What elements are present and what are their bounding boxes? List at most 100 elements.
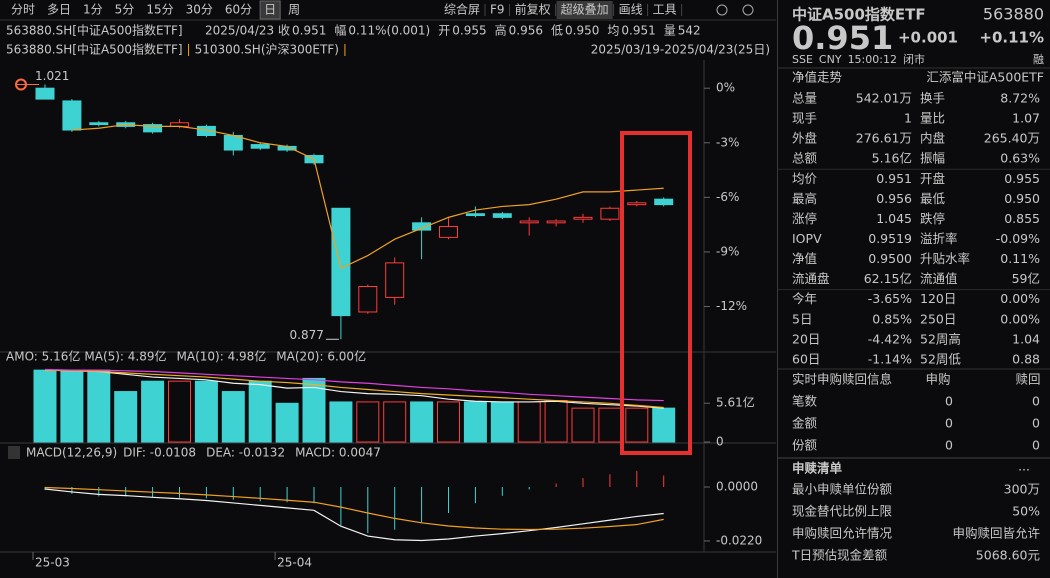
info-value: 0.950	[565, 24, 599, 38]
list-more[interactable]: ...	[1018, 459, 1030, 474]
y-tick-label: -9%	[716, 244, 739, 258]
stat-label: 最低	[920, 191, 946, 206]
tab[interactable]: 30分	[186, 3, 213, 17]
sub-label: 金额	[792, 416, 818, 431]
tab[interactable]: 1分	[83, 3, 103, 17]
volume-bar	[168, 380, 191, 443]
y-tick-label: -3%	[716, 135, 739, 149]
tab[interactable]: 多日	[47, 3, 71, 17]
tool[interactable]: 画线	[619, 3, 643, 17]
stat-value: 0.88	[1012, 351, 1040, 366]
stat-value: 0.956	[876, 191, 912, 206]
info-value: 0.955	[452, 24, 486, 38]
stat-value: -1.14%	[868, 351, 912, 366]
help-icon[interactable]	[742, 4, 754, 16]
info-label: 幅	[334, 23, 346, 38]
list-value: 50%	[1012, 504, 1040, 519]
candle-body	[385, 262, 405, 298]
tool-active	[556, 1, 613, 19]
sub-column: 赎回	[1015, 372, 1040, 387]
stat-label: 60日	[792, 351, 820, 366]
stat-value: 265.40万	[984, 131, 1040, 146]
stat-label: 内盘	[920, 131, 945, 146]
macd-legend: DIF: -0.0108	[123, 446, 196, 460]
candle-body	[465, 213, 485, 217]
help-badge[interactable]	[8, 446, 20, 459]
settings-icon[interactable]	[716, 4, 728, 16]
stat-value: 5.16亿	[872, 151, 912, 166]
volume-legend: MA(10): 4.98亿	[177, 349, 267, 364]
sub-column: 申购	[925, 372, 950, 387]
y-tick-label: 0	[716, 435, 724, 449]
stat-value: 1.045	[876, 211, 912, 226]
info-code: 563880.SH[中证A500指数ETF]	[6, 23, 183, 38]
candle-body	[35, 87, 55, 100]
volume-bar	[87, 369, 111, 443]
stat-label: 振幅	[920, 151, 945, 166]
quote-name: 中证A500指数ETF	[792, 6, 926, 24]
volume-legend: MA(20): 6.00亿	[276, 349, 366, 364]
stat-value: 0.855	[1004, 211, 1040, 226]
stat-label: 20日	[792, 331, 820, 346]
sub-value: 0	[945, 438, 953, 453]
legend-range: 2025/03/19-2025/04/23(25日)	[591, 43, 770, 57]
fund-name: 汇添富中证A500ETF	[926, 70, 1044, 85]
stat-value: 542.01万	[856, 91, 912, 106]
volume-bar	[33, 369, 57, 443]
stat-value: 0.11%	[1000, 251, 1040, 266]
list-label: 最小申赎单位份额	[792, 482, 893, 497]
info-label: 量	[664, 24, 676, 38]
candle-body	[62, 100, 82, 131]
stat-value: 0.951	[876, 171, 912, 186]
sub-value: 0	[1032, 438, 1040, 453]
stat-label: 52周高	[920, 331, 961, 346]
stat-label: 现手	[792, 111, 817, 126]
volume-legend: MA(5): 4.89亿	[84, 349, 166, 364]
stat-label: 换手	[920, 91, 945, 106]
stat-label: 净值	[792, 251, 817, 266]
stat-label: IOPV	[792, 231, 822, 246]
volume-title: AMO: 5.16亿	[6, 349, 80, 364]
volume-bar	[329, 401, 353, 443]
stat-value: 0.9500	[868, 251, 912, 266]
info-label: 开	[438, 24, 450, 38]
list-label: 申购赎回允许情况	[792, 526, 893, 541]
tab[interactable]: 60分	[225, 3, 252, 17]
tool[interactable]: F9	[490, 3, 505, 17]
highlight-box	[620, 131, 692, 455]
sub-label: 笔数	[792, 394, 818, 409]
stat-label: 溢折率	[920, 231, 958, 246]
y-tick-label: 0.0000	[716, 480, 758, 494]
sub-title: 实时申购赎回信息	[792, 372, 892, 387]
stat-label: 流通值	[920, 271, 958, 286]
volume-ma	[44, 369, 664, 409]
stat-value: 276.61万	[856, 131, 912, 146]
tab[interactable]: 日	[264, 3, 276, 17]
tool[interactable]: 综合屏	[444, 2, 480, 17]
stat-value: -4.42%	[868, 331, 912, 346]
stat-label: 最高	[792, 191, 817, 206]
stat-label: 今年	[792, 291, 817, 306]
tool[interactable]: 超级叠加	[561, 2, 609, 17]
volume-bar	[625, 407, 649, 443]
tab[interactable]: 分时	[11, 3, 35, 17]
stat-label: 量比	[920, 111, 945, 126]
y-tick-label: 0%	[716, 81, 735, 95]
x-tick-label: 25-04	[277, 556, 312, 570]
stat-label: 均价	[792, 171, 818, 186]
tool[interactable]: 工具	[653, 3, 677, 17]
candle-body	[89, 122, 109, 126]
tab[interactable]: 5分	[115, 3, 135, 17]
stat-value: 1.07	[1012, 111, 1040, 126]
candle-body	[600, 207, 620, 220]
list-title: 申赎清单	[792, 461, 843, 476]
volume-bar	[221, 391, 245, 443]
tab[interactable]: 15分	[146, 3, 173, 17]
macd-title: MACD(12,26,9)	[26, 446, 117, 460]
tool[interactable]: 前复权	[515, 2, 551, 17]
tab[interactable]: 周	[288, 3, 300, 17]
nav-trend[interactable]: 净值走势	[792, 70, 843, 85]
list-value: 300万	[1004, 482, 1040, 497]
volume-bar	[141, 380, 165, 443]
info-value: 0.956	[509, 24, 543, 38]
